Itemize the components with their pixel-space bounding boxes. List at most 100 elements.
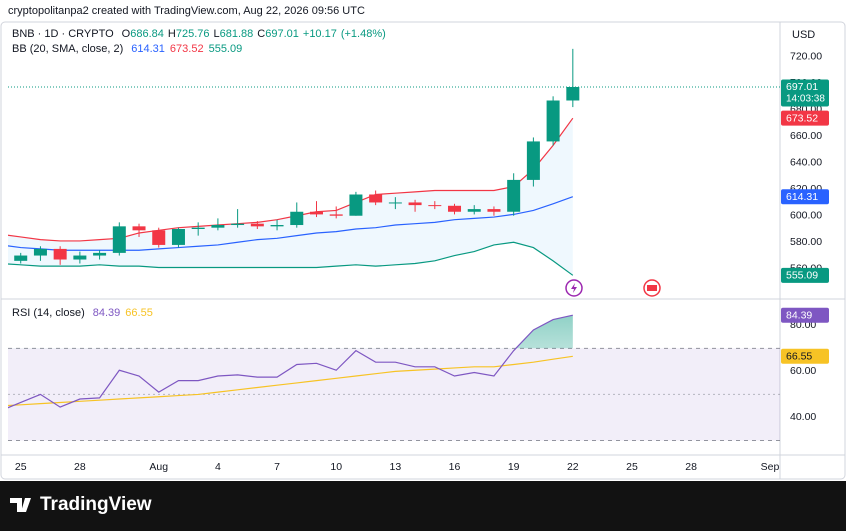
candle-body — [507, 179, 521, 212]
rsi-tag-bg — [781, 348, 829, 364]
legend-item: 673.52 — [170, 43, 204, 55]
candle-body — [191, 227, 205, 229]
bb-tag: 614.31 — [786, 191, 818, 203]
event-icon — [647, 285, 657, 291]
legend-item: RSI (14, close) — [12, 307, 85, 319]
candle-body — [546, 100, 560, 142]
x-tick-label: 19 — [508, 461, 520, 473]
legend-item: 697.01 — [265, 28, 299, 40]
x-tick-label: 4 — [215, 461, 221, 473]
rsi-line — [8, 355, 573, 407]
candle-body — [369, 194, 383, 203]
bb-tag-bg — [781, 267, 829, 283]
candle-body — [14, 255, 28, 261]
candle-body — [231, 223, 245, 226]
candle-body — [388, 202, 402, 204]
rsi-tag: 84.39 — [786, 310, 812, 322]
candle-body — [349, 194, 363, 216]
x-tick-label: Sep — [761, 461, 780, 473]
legend-rsi: RSI (14, close) 84.39 66.55 — [12, 307, 153, 319]
candle-body — [526, 141, 540, 180]
x-tick-label: 13 — [390, 461, 402, 473]
rsi-tag: 66.55 — [786, 351, 812, 363]
last-price-tag-bg — [781, 79, 829, 107]
candle-body — [250, 223, 264, 227]
x-tick-label: 28 — [74, 461, 86, 473]
candle-body — [152, 230, 166, 245]
candle-body — [93, 252, 107, 256]
bb-line — [8, 241, 574, 276]
bb-tag: 555.09 — [786, 270, 818, 282]
legend-item: 84.39 — [93, 307, 121, 319]
legend-item: BNB · 1D · CRYPTO — [12, 28, 114, 40]
candle-body — [448, 205, 462, 212]
candle-body — [171, 229, 185, 245]
legend-item: 686.84 — [130, 28, 164, 40]
legend-main: BNB · 1D · CRYPTO O686.84 H725.76 L681.88 C6… — [12, 28, 386, 40]
bb-line — [8, 196, 574, 251]
candle-body — [132, 226, 146, 231]
legend-item: 555.09 — [209, 43, 243, 55]
event-icons — [565, 279, 661, 297]
legend-item: 681.88 — [220, 28, 254, 40]
candle-body — [33, 248, 47, 256]
bb-tag-bg — [781, 189, 829, 205]
x-tick-label: 7 — [274, 461, 280, 473]
x-tick-label: 28 — [685, 461, 697, 473]
bb-fill — [8, 118, 573, 276]
x-tick-label: Aug — [149, 461, 168, 473]
candle-body — [73, 255, 87, 260]
candle-body — [290, 211, 304, 226]
bb-tag-bg — [781, 110, 829, 126]
brand: TradingView — [10, 494, 152, 515]
last-price-tag: 697.01 — [786, 81, 818, 93]
x-tick-label: 25 — [626, 461, 638, 473]
legend-item: BB (20, SMA, close, 2) — [12, 43, 123, 55]
candle-body — [467, 209, 481, 212]
card — [0, 0, 846, 481]
y-tick-label: 60.00 — [790, 365, 816, 377]
x-tick-label: 16 — [449, 461, 461, 473]
y-tick-label: 720.00 — [790, 50, 822, 62]
candle-body — [566, 87, 580, 101]
legend-item: 725.76 — [176, 28, 210, 40]
x-tick-label: 22 — [567, 461, 579, 473]
legend-item: 614.31 — [131, 43, 165, 55]
rsi-overbought-fill — [515, 315, 573, 349]
legend-item: H — [168, 28, 176, 40]
y-tick-label: 580.00 — [790, 236, 822, 248]
candle-body — [428, 205, 442, 207]
legend-item: C — [257, 28, 265, 40]
y-tick-label: 40.00 — [790, 411, 816, 423]
brand-logo — [10, 498, 31, 512]
candle-body — [487, 209, 501, 212]
rsi-tag-bg — [781, 307, 829, 323]
currency: USD — [792, 29, 815, 41]
y-tick-label: 600.00 — [790, 210, 822, 222]
x-tick-label: 25 — [15, 461, 27, 473]
event-icon — [571, 283, 577, 293]
candle-body — [270, 225, 284, 227]
candle-body — [408, 202, 422, 206]
candle-body — [309, 211, 323, 215]
rsi-pane — [8, 314, 780, 441]
x-tick-label: 10 — [330, 461, 342, 473]
bb-line — [8, 117, 574, 242]
brand-name: TradingView — [40, 494, 152, 515]
price-pane — [8, 48, 780, 276]
bb-tag: 673.52 — [786, 112, 818, 124]
legend-item: 66.55 — [125, 307, 153, 319]
legend-bb: BB (20, SMA, close, 2) 614.31 673.52 555.09 — [12, 43, 242, 55]
candle-body — [53, 248, 67, 260]
legend-item: +10.17 — [303, 28, 337, 40]
y-tick-label: 660.00 — [790, 130, 822, 142]
header: cryptopolitanpa2 created with TradingVie… — [8, 5, 365, 17]
candle-body — [211, 225, 225, 228]
candle-body — [329, 214, 343, 216]
countdown: 14:03:38 — [786, 94, 825, 105]
legend-item: (+1.48%) — [341, 28, 386, 40]
rsi-line — [8, 314, 573, 409]
candle-body — [112, 226, 126, 253]
